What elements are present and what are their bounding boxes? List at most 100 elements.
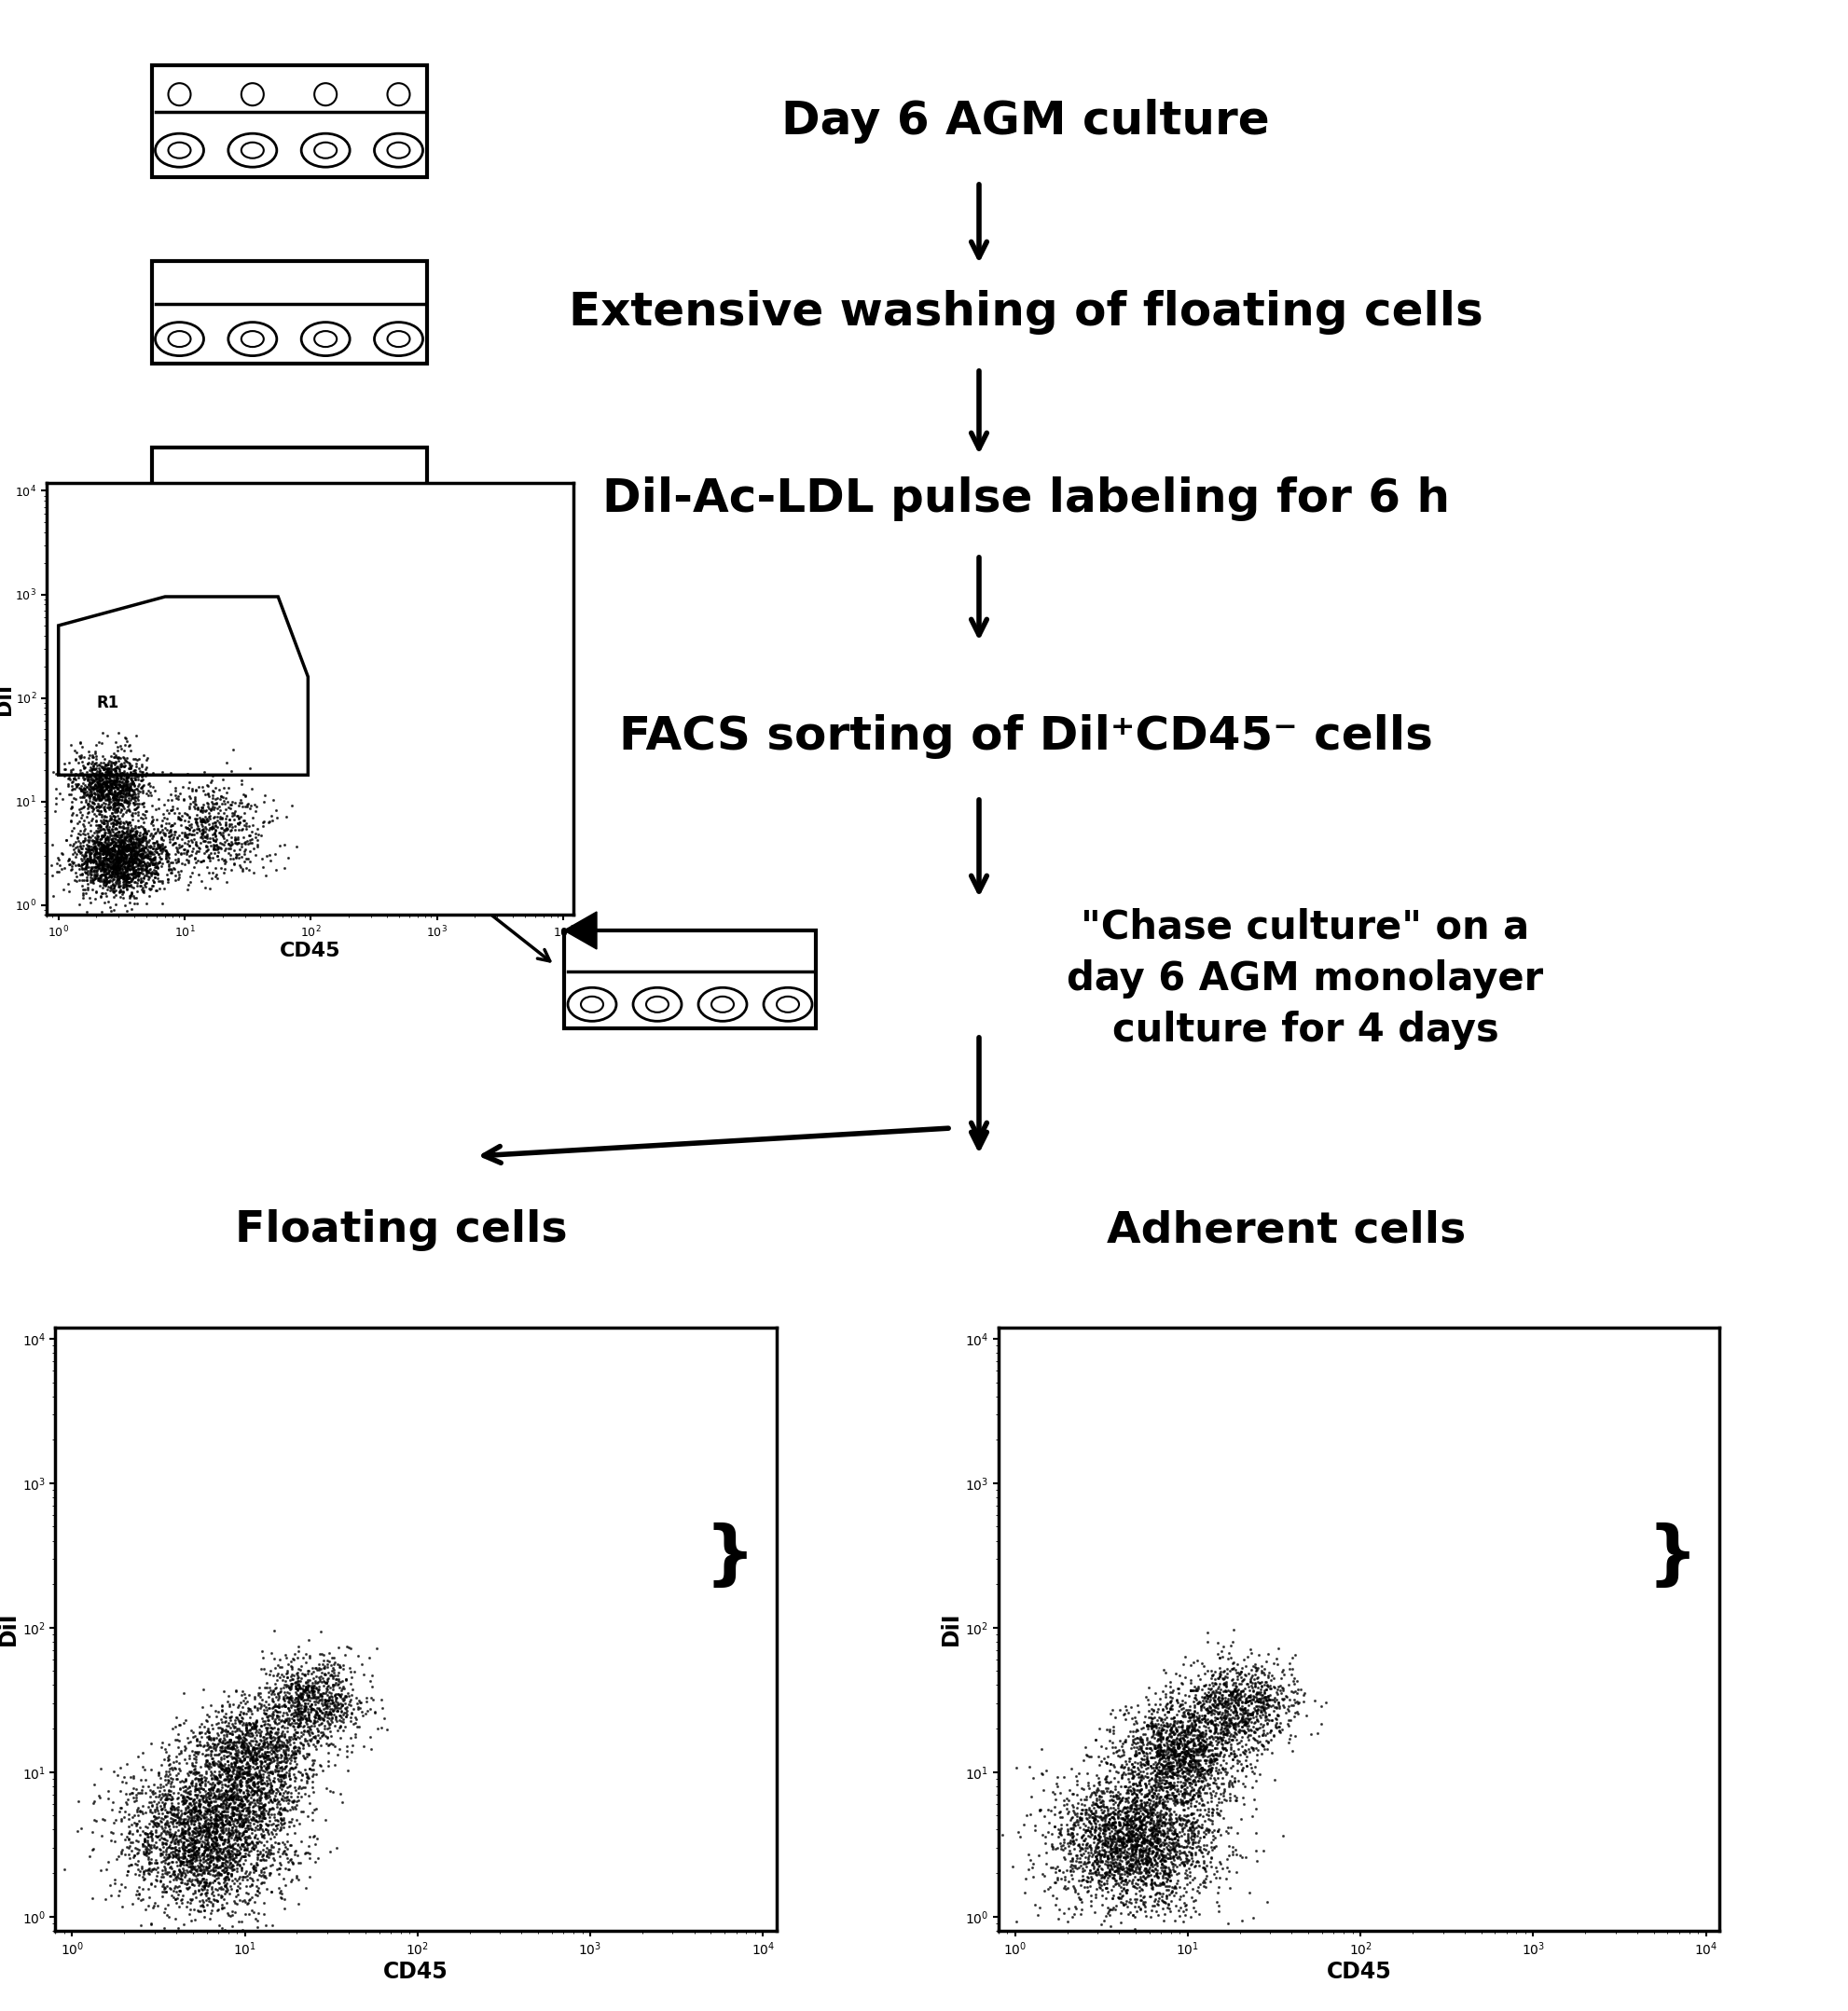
Point — [1114, 1854, 1144, 1886]
Point — [1175, 1701, 1205, 1733]
Point — [1179, 1681, 1209, 1713]
Point — [1149, 1750, 1179, 1782]
Point — [1155, 1717, 1185, 1750]
Point — [116, 837, 146, 869]
Point — [1094, 1754, 1124, 1786]
Point — [277, 1681, 307, 1713]
Point — [194, 802, 224, 835]
Point — [229, 1816, 259, 1848]
Point — [294, 1625, 323, 1657]
Point — [92, 782, 122, 814]
Point — [214, 1788, 244, 1820]
Point — [152, 837, 181, 869]
Point — [190, 1796, 220, 1828]
Point — [187, 820, 216, 853]
Point — [79, 748, 109, 780]
Point — [201, 1800, 231, 1832]
Point — [174, 1850, 203, 1882]
Point — [1046, 1778, 1076, 1810]
Point — [309, 1689, 338, 1721]
Point — [1135, 1826, 1164, 1858]
Point — [218, 1784, 248, 1816]
Ellipse shape — [711, 997, 734, 1012]
Point — [1151, 1882, 1181, 1914]
Point — [1164, 1723, 1194, 1756]
Point — [264, 1725, 294, 1758]
Point — [122, 1824, 152, 1856]
Point — [1181, 1738, 1210, 1770]
Point — [194, 1798, 224, 1830]
Point — [142, 847, 172, 879]
Point — [102, 820, 131, 853]
Point — [237, 1697, 266, 1729]
Point — [91, 843, 120, 875]
Point — [1140, 1677, 1170, 1709]
Point — [139, 770, 168, 802]
Point — [227, 1808, 257, 1840]
Point — [179, 1826, 209, 1858]
Point — [1146, 1717, 1175, 1750]
Point — [240, 1711, 270, 1744]
Point — [79, 792, 109, 825]
Point — [231, 1804, 261, 1836]
Point — [285, 1756, 314, 1788]
Point — [155, 853, 185, 885]
Point — [1194, 1762, 1223, 1794]
Point — [131, 1834, 161, 1866]
Point — [1196, 1679, 1225, 1711]
Point — [144, 831, 174, 863]
Point — [109, 810, 139, 843]
Point — [211, 1742, 240, 1774]
Point — [244, 1770, 274, 1802]
Point — [192, 1705, 222, 1738]
Point — [1125, 1788, 1155, 1820]
Point — [1120, 1802, 1149, 1834]
Point — [1233, 1721, 1262, 1754]
Point — [168, 1908, 198, 1941]
Point — [1153, 1727, 1183, 1760]
Point — [229, 1762, 259, 1794]
Point — [1173, 1697, 1203, 1729]
Point — [290, 1683, 320, 1715]
Point — [1138, 1770, 1168, 1802]
Point — [1142, 1715, 1172, 1748]
Point — [1258, 1719, 1288, 1752]
Point — [1196, 1796, 1225, 1828]
Point — [244, 1790, 274, 1822]
Point — [1157, 1693, 1186, 1725]
Point — [109, 853, 139, 885]
Point — [98, 778, 128, 810]
Point — [222, 1782, 251, 1814]
Point — [179, 802, 209, 835]
Point — [198, 1828, 227, 1860]
Point — [92, 835, 122, 867]
Point — [227, 1820, 257, 1852]
Point — [1222, 1723, 1251, 1756]
Point — [1196, 1782, 1225, 1814]
Point — [1111, 1826, 1140, 1858]
Point — [1138, 1693, 1168, 1725]
Point — [1109, 1752, 1138, 1784]
Point — [340, 1707, 370, 1740]
Point — [94, 782, 124, 814]
Point — [92, 780, 122, 812]
Point — [1168, 1782, 1198, 1814]
Point — [144, 816, 174, 849]
Point — [235, 1786, 264, 1818]
Point — [1194, 1705, 1223, 1738]
Point — [1153, 1858, 1183, 1890]
Point — [155, 1794, 185, 1826]
Point — [1079, 1800, 1109, 1832]
Point — [152, 1808, 181, 1840]
Point — [1220, 1717, 1249, 1750]
Point — [155, 1832, 185, 1864]
Point — [1168, 1721, 1198, 1754]
Point — [1083, 1836, 1112, 1868]
Point — [1190, 1719, 1220, 1752]
Point — [1148, 1733, 1177, 1766]
Point — [83, 827, 113, 859]
Point — [296, 1693, 325, 1725]
Point — [1131, 1852, 1161, 1884]
Point — [270, 1721, 299, 1754]
Point — [264, 1723, 294, 1756]
